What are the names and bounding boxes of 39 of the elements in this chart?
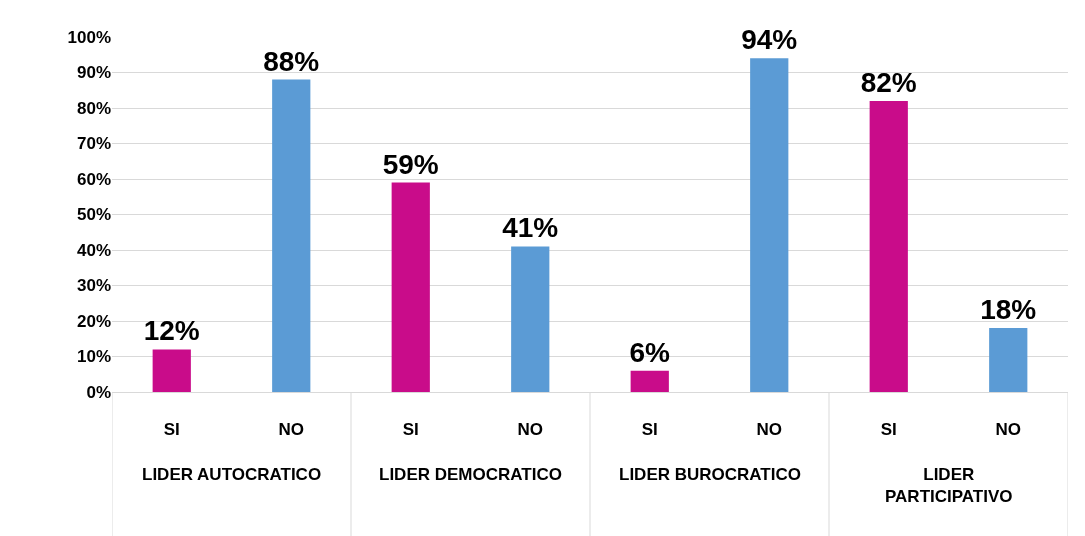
x-tick-label: SI [163, 420, 180, 440]
y-tick-label: 0% [86, 382, 111, 402]
text: LIDER PARTICIPATIVO [885, 465, 1013, 507]
x-tick-label: SI [880, 420, 897, 440]
data-label: 59% [382, 148, 439, 180]
data-label: 6% [629, 336, 671, 368]
y-tick-label: 90% [76, 63, 111, 83]
data-label: 82% [860, 66, 917, 98]
x-tick-label: SI [641, 420, 658, 440]
y-tick-label: 50% [76, 205, 111, 225]
data-label: 41% [502, 212, 559, 244]
bar [511, 246, 550, 392]
y-tick-label: 10% [76, 347, 111, 367]
y-tick-label: 60% [76, 169, 111, 189]
text: LIDER BUROCRATICO [619, 465, 801, 484]
bar [152, 349, 191, 392]
x-tick-label: SI [402, 420, 419, 440]
x-tick-label: NO [995, 420, 1021, 440]
y-tick-label: 100% [67, 27, 111, 47]
y-tick-label: 30% [76, 276, 111, 296]
y-tick-label: 40% [76, 240, 111, 260]
y-tick-label: 70% [76, 134, 111, 154]
x-tick-label: NO [517, 420, 543, 440]
y-tick-label: 20% [76, 311, 111, 331]
data-label: 18% [980, 294, 1037, 326]
bar [272, 79, 311, 392]
data-label: 12% [143, 315, 200, 347]
x-tick-label: NO [278, 420, 304, 440]
bar [391, 182, 430, 392]
bar [989, 328, 1028, 392]
y-tick-label: 80% [76, 98, 111, 118]
bar [750, 58, 789, 392]
text: LIDER AUTOCRATICO [142, 465, 322, 484]
bar [869, 100, 908, 392]
x-tick-label: NO [756, 420, 782, 440]
text: LIDER DEMOCRATICO [379, 465, 562, 484]
data-label: 94% [741, 24, 798, 56]
bar [630, 370, 669, 392]
data-label: 88% [263, 45, 320, 77]
